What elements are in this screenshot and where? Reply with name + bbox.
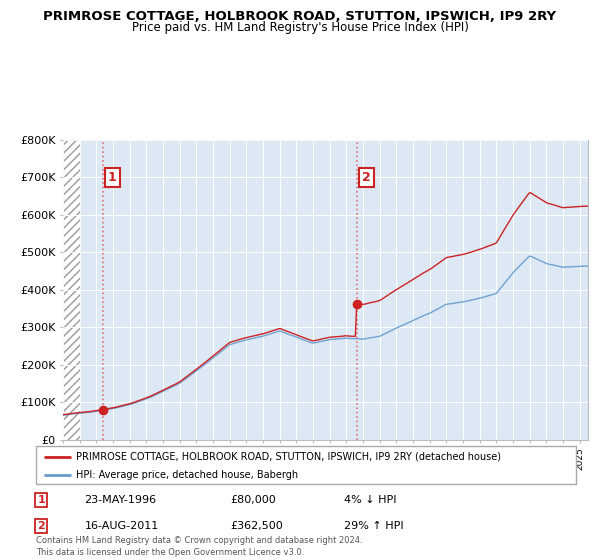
- Text: £80,000: £80,000: [230, 495, 276, 505]
- Text: Price paid vs. HM Land Registry's House Price Index (HPI): Price paid vs. HM Land Registry's House …: [131, 21, 469, 34]
- Text: 23-MAY-1996: 23-MAY-1996: [85, 495, 157, 505]
- Text: £362,500: £362,500: [230, 521, 283, 531]
- Bar: [63, 140, 80, 440]
- Text: 16-AUG-2011: 16-AUG-2011: [85, 521, 159, 531]
- Text: 29% ↑ HPI: 29% ↑ HPI: [344, 521, 403, 531]
- Text: 2: 2: [362, 171, 370, 184]
- Text: 1: 1: [38, 495, 45, 505]
- Text: PRIMROSE COTTAGE, HOLBROOK ROAD, STUTTON, IPSWICH, IP9 2RY: PRIMROSE COTTAGE, HOLBROOK ROAD, STUTTON…: [43, 10, 557, 23]
- Text: PRIMROSE COTTAGE, HOLBROOK ROAD, STUTTON, IPSWICH, IP9 2RY (detached house): PRIMROSE COTTAGE, HOLBROOK ROAD, STUTTON…: [77, 451, 502, 461]
- FancyBboxPatch shape: [36, 446, 576, 484]
- Text: 1: 1: [107, 171, 116, 184]
- Text: 4% ↓ HPI: 4% ↓ HPI: [344, 495, 396, 505]
- Text: HPI: Average price, detached house, Babergh: HPI: Average price, detached house, Babe…: [77, 470, 299, 480]
- Text: Contains HM Land Registry data © Crown copyright and database right 2024.
This d: Contains HM Land Registry data © Crown c…: [36, 536, 362, 557]
- Text: 2: 2: [38, 521, 45, 531]
